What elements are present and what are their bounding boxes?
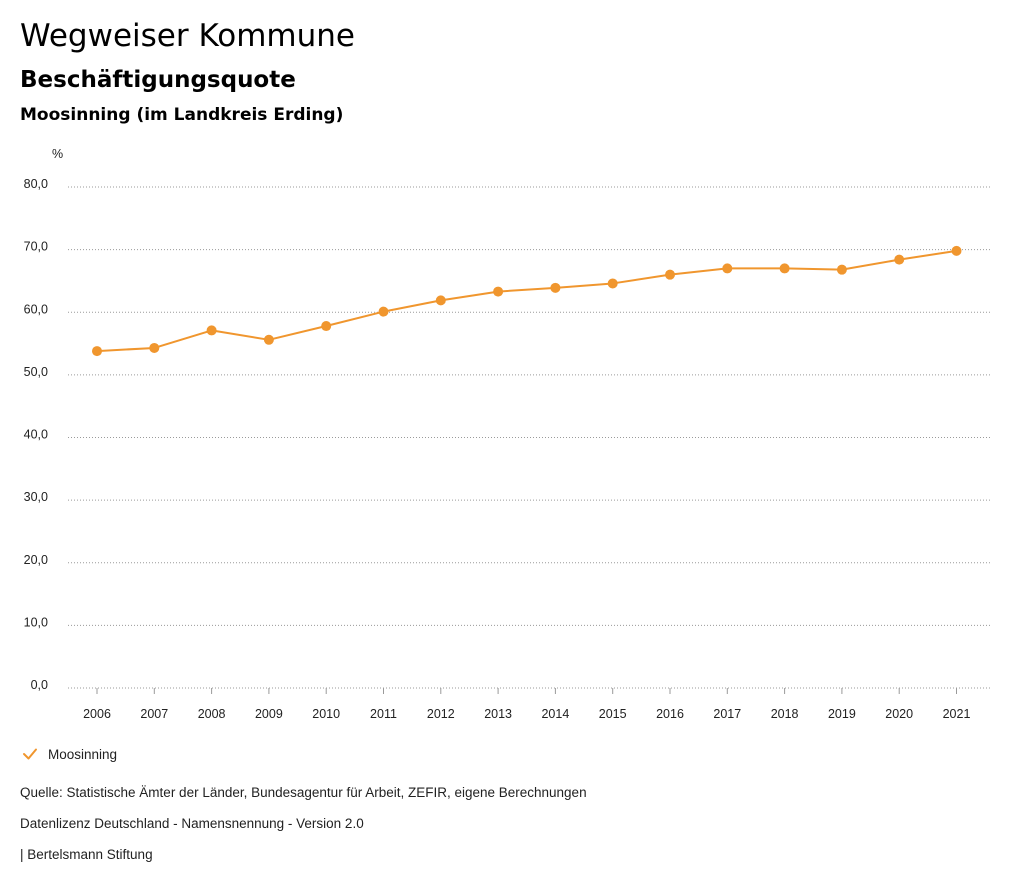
data-point[interactable] [894,254,905,265]
x-tick-label: 2015 [599,707,627,721]
x-tick-label: 2009 [255,707,283,721]
data-point[interactable] [378,306,389,317]
region-title: Moosinning (im Landkreis Erding) [20,105,344,125]
data-point[interactable] [92,346,102,357]
x-tick-label: 2021 [943,707,971,721]
data-point[interactable] [951,245,962,256]
data-point[interactable] [779,263,790,274]
data-point[interactable] [435,295,446,306]
checkmark-icon [23,748,37,760]
data-point[interactable] [722,263,733,274]
data-point[interactable] [493,286,504,297]
source-note: Quelle: Statistische Ämter der Länder, B… [20,785,587,800]
legend-label: Moosinning [48,746,118,762]
page-title: Wegweiser Kommune [20,18,355,54]
y-tick-label: 10,0 [24,615,48,629]
x-tick-label: 2016 [656,707,684,721]
y-tick-label: 70,0 [24,240,48,254]
data-point[interactable] [149,342,160,353]
y-tick-label: 20,0 [24,553,48,567]
x-tick-label: 2010 [312,707,340,721]
organization-credit: | Bertelsmann Stiftung [20,847,153,862]
data-point[interactable] [836,264,847,275]
x-tick-label: 2018 [771,707,799,721]
x-tick-label: 2017 [713,707,741,721]
data-point[interactable] [321,321,332,332]
data-point[interactable] [206,325,217,336]
y-tick-label: 80,0 [24,177,48,191]
data-point[interactable] [607,278,618,289]
x-tick-label: 2007 [140,707,168,721]
x-tick-label: 2013 [484,707,512,721]
legend-item-moosinning[interactable]: Moosinning [20,744,117,764]
y-tick-label: 50,0 [24,365,48,379]
chart-subtitle: Beschäftigungsquote [20,67,296,93]
x-tick-label: 2019 [828,707,856,721]
line-chart: % 0,0 10,0 20,0 30,0 40,0 50,0 60,0 70,0 80,0 2006… [24,147,990,721]
axes: % 0,0 10,0 20,0 30,0 40,0 50,0 60,0 70,0 80,0 2006… [24,147,971,721]
x-tick-label: 2011 [370,707,397,721]
y-axis-unit-label: % [52,147,63,161]
x-tick-label: 2020 [885,707,913,721]
series-layer [92,245,962,357]
license-note: Datenlizenz Deutschland - Namensnennung … [20,816,364,831]
y-tick-label: 0,0 [31,678,48,692]
data-point[interactable] [665,269,675,280]
y-tick-label: 40,0 [24,428,48,442]
data-point[interactable] [550,282,561,293]
data-point[interactable] [263,334,274,345]
x-tick-label: 2008 [198,707,226,721]
series-line-moosinning [96,249,957,353]
y-tick-label: 30,0 [24,490,48,504]
x-tick-label: 2014 [541,707,569,721]
y-tick-label: 60,0 [24,302,48,316]
x-tick-label: 2012 [427,707,455,721]
x-tick-label: 2006 [83,707,111,721]
grid-lines [68,186,990,689]
